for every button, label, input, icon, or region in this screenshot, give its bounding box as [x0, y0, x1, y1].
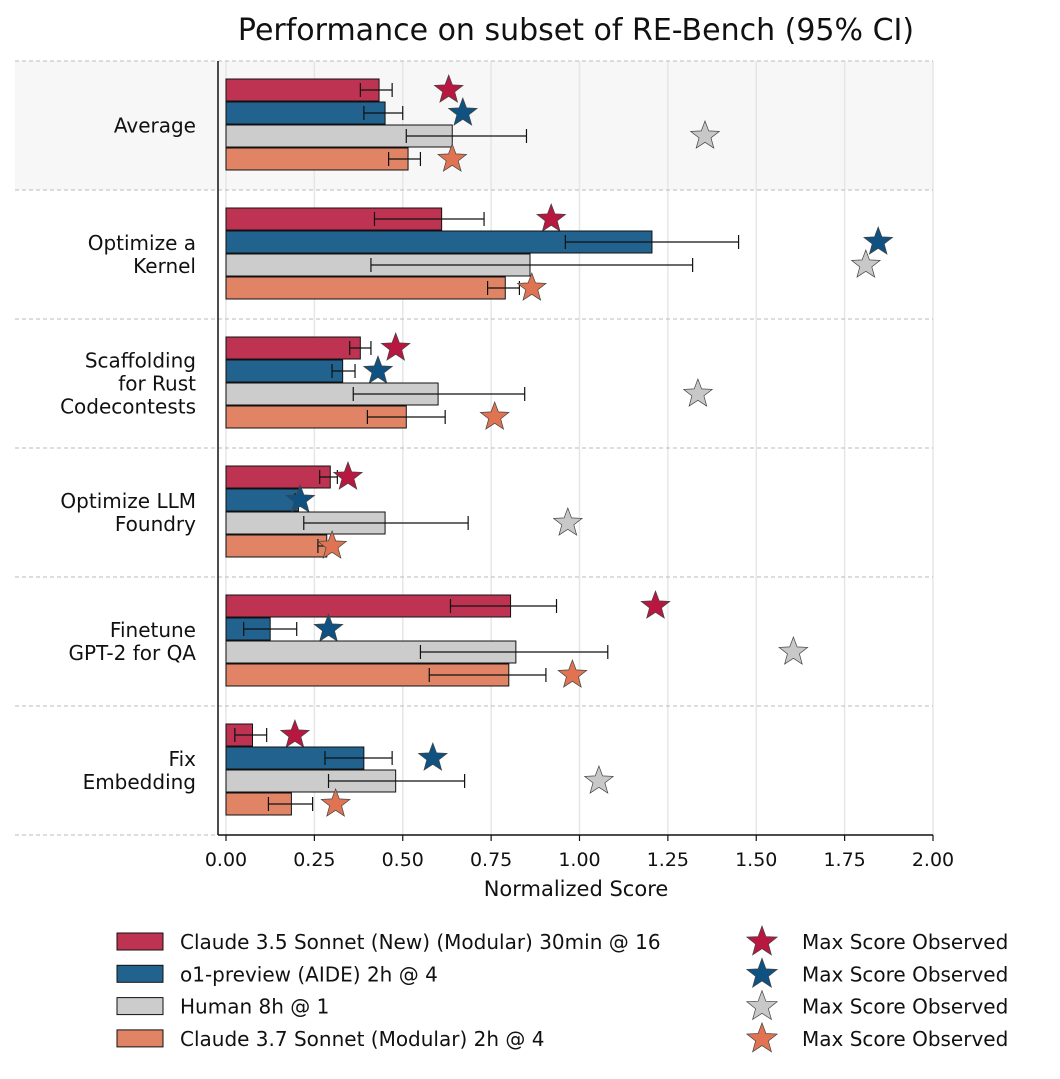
x-tick-label: 1.25 [647, 849, 689, 871]
max-score-star [640, 590, 671, 619]
category-label: Scaffolding for Rust Codecontests [60, 349, 196, 419]
category-label: Optimize LLM Foundry [60, 489, 196, 536]
legend-star-icon [745, 957, 779, 989]
bar [225, 465, 331, 489]
max-score-star [332, 461, 364, 490]
max-score-star [279, 719, 311, 748]
legend-swatch [116, 1029, 164, 1048]
legend-swatch [116, 932, 164, 951]
bar [225, 534, 328, 558]
legend-star-label: Max Score Observed [802, 962, 1008, 986]
category-label: Optimize a Kernel [88, 231, 196, 278]
category-label: Finetune GPT-2 for QA [68, 618, 196, 665]
max-score-star [437, 143, 468, 172]
max-score-star [313, 613, 344, 642]
x-tick-label: 0.00 [205, 849, 247, 871]
max-score-star [536, 203, 567, 232]
max-score-star [417, 742, 449, 771]
bar [225, 359, 344, 383]
legend-label: o1-preview (AIDE) 2h @ 4 [180, 962, 438, 986]
x-tick-label: 0.50 [382, 849, 424, 871]
max-score-star [447, 97, 479, 126]
max-score-star [862, 226, 894, 255]
max-score-star [433, 74, 464, 103]
bar [225, 336, 361, 360]
max-score-star [320, 788, 351, 817]
legend-star-label: Max Score Observed [802, 1027, 1008, 1051]
x-tick-label: 1.00 [558, 849, 600, 871]
legend-star-icon [745, 989, 779, 1021]
x-tick-label: 2.00 [912, 849, 954, 871]
legend-star-label: Max Score Observed [802, 995, 1008, 1019]
x-tick-label: 0.75 [470, 849, 512, 871]
x-axis-label: Normalized Score [484, 877, 669, 901]
x-tick-label: 1.50 [735, 849, 777, 871]
max-score-star [778, 636, 809, 665]
plot-area: 0.00 0.25 0.50 0.75 1.00 1.25 1.50 1.75 2.00 Aver… [15, 60, 954, 871]
legend-swatch [116, 964, 164, 983]
x-tick-label: 0.25 [293, 849, 335, 871]
legend-label: Claude 3.5 Sonnet (New) (Modular) 30min … [180, 930, 661, 954]
bar [225, 101, 386, 125]
x-tick-label: 1.75 [823, 849, 865, 871]
max-score-star [850, 249, 882, 278]
max-score-star [689, 120, 721, 149]
max-score-star [682, 378, 714, 407]
max-score-star [380, 332, 411, 361]
legend-label: Human 8h @ 1 [180, 995, 329, 1019]
legend-star-label: Max Score Observed [802, 930, 1008, 954]
max-score-star [552, 507, 584, 536]
bar [225, 276, 506, 300]
max-score-star [316, 530, 348, 559]
category-label: Average [114, 114, 196, 138]
max-score-star [479, 401, 510, 430]
max-score-star [583, 765, 615, 794]
legend-star-icon [745, 924, 779, 956]
legend-star-icon [745, 1021, 779, 1053]
bar [225, 78, 380, 102]
chart-title: Performance on subset of RE-Bench (95% C… [238, 13, 914, 48]
max-score-star [516, 272, 547, 301]
max-score-star [557, 659, 588, 688]
max-score-star [362, 355, 394, 384]
legend-swatch [116, 997, 164, 1016]
bar [225, 488, 299, 512]
legend-label: Claude 3.7 Sonnet (Modular) 2h @ 4 [180, 1027, 544, 1051]
group-highlight [15, 61, 933, 190]
bar [225, 147, 409, 171]
max-score-star [285, 484, 316, 513]
category-label: Fix Embedding [83, 747, 197, 794]
legend: Claude 3.5 Sonnet (New) (Modular) 30min … [116, 924, 1008, 1053]
